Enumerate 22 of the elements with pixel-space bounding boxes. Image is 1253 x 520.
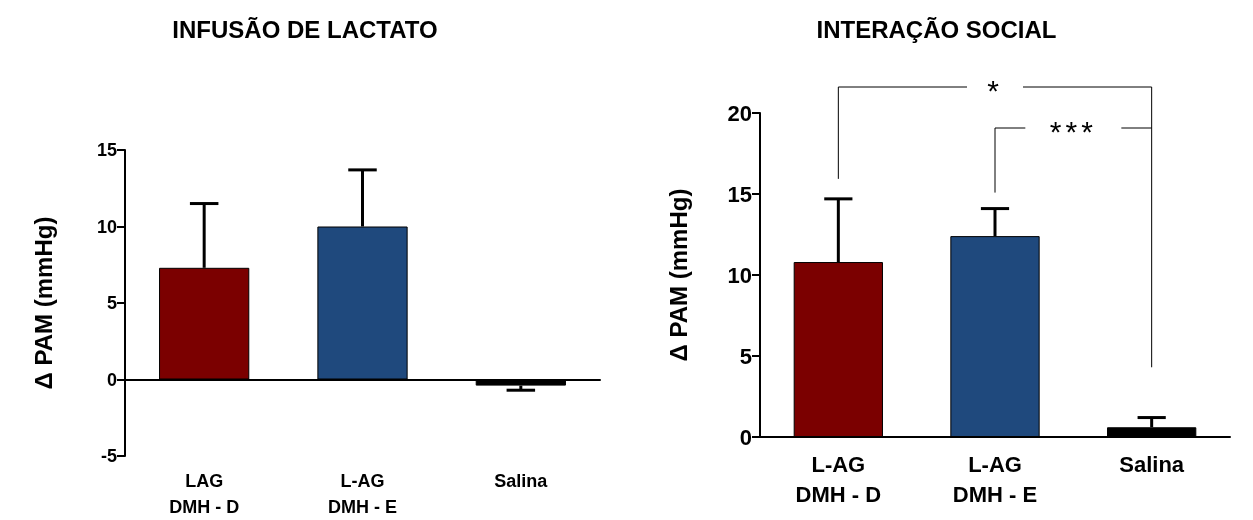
- x-tick-label: Salina: [1119, 451, 1185, 477]
- x-tick-label: L-AG DMH - E: [328, 471, 397, 517]
- x-tick-label: L-AG DMH - E: [952, 451, 1038, 507]
- annotation: ***: [1049, 115, 1097, 148]
- y-tick-label: -5: [100, 446, 117, 466]
- y-tick-label: 15: [96, 140, 117, 160]
- y-tick-label: 20: [727, 100, 752, 126]
- y-tick-label: 5: [106, 293, 117, 313]
- text: *: [987, 74, 1003, 107]
- y-tick-label: 15: [727, 181, 752, 207]
- y-axis-title: Δ PAM (mmHg): [664, 188, 692, 362]
- y-tick-label: 0: [739, 424, 752, 450]
- y-axis-title: Δ PAM (mmHg): [29, 216, 57, 390]
- x-tick-label: L-AG DMH - D: [795, 451, 882, 507]
- x-tick-label: Salina: [494, 471, 549, 491]
- chart-title: INTERAÇÃO SOCIAL: [816, 15, 1057, 43]
- y-tick-label: 10: [727, 262, 752, 288]
- y-tick-label: 5: [739, 343, 752, 369]
- y-tick-label: 10: [96, 216, 117, 237]
- y-tick-label: 0: [106, 369, 117, 390]
- x-tick-label: LAG DMH - D: [169, 471, 240, 517]
- chart-title: INFUSÃO DE LACTATO: [172, 15, 438, 43]
